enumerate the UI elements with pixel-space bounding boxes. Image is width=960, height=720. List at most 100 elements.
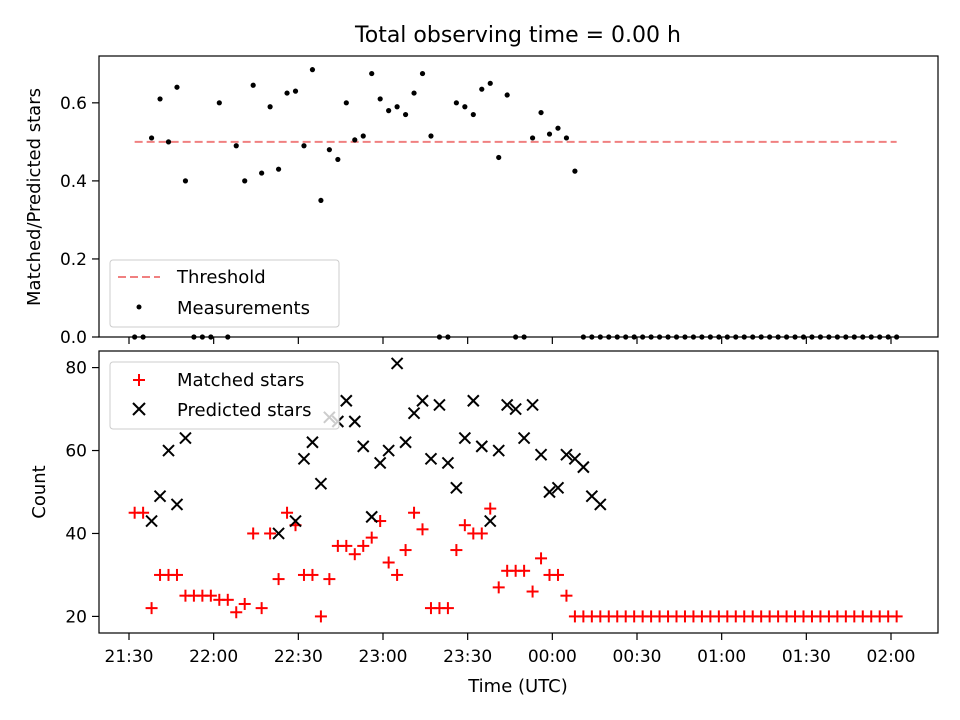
predicted-star-point: [170, 498, 184, 511]
measurement-point: [292, 88, 299, 94]
bottom-y-axis-label: Count: [29, 465, 50, 518]
matched-star-point: [475, 527, 488, 540]
predicted-star-point: [441, 456, 455, 470]
predicted-star-point: [560, 448, 573, 461]
measurement-point: [352, 137, 358, 143]
measurement-point: [394, 104, 400, 110]
bottom-y-tick-label: 60: [65, 442, 87, 462]
measurement-point: [309, 67, 316, 73]
measurement-point: [242, 178, 248, 184]
matched-star-point: [484, 502, 497, 515]
measurement-point: [546, 131, 553, 137]
measurement-point: [428, 133, 434, 139]
predicted-star-point: [179, 431, 192, 445]
figure-title: Total observing time = 0.00 h: [354, 23, 681, 48]
matched-star-point: [518, 564, 531, 577]
matched-star-point: [170, 568, 183, 581]
top-y-tick-label: 0.4: [60, 172, 87, 192]
legend-measurements-label: Measurements: [177, 298, 310, 319]
matched-star-point: [145, 602, 158, 615]
measurement-point: [165, 139, 172, 145]
bottom-x-tick-label: 23:00: [359, 647, 408, 667]
predicted-star-point: [484, 514, 497, 528]
predicted-star-point: [467, 394, 480, 407]
matched-star-point: [306, 568, 319, 581]
bottom-x-tick-label: 00:30: [613, 647, 662, 667]
measurement-point: [157, 96, 163, 102]
measurement-point: [369, 70, 375, 77]
bottom-x-tick-label: 00:00: [528, 647, 577, 667]
bottom-x-tick-label: 23:30: [443, 647, 492, 667]
bottom-x-ticks: 21:30 22:00 22:30 23:00 23:30 00:00 00:30 01:00…: [105, 633, 916, 667]
predicted-star-point: [526, 398, 539, 412]
bottom-y-tick-label: 80: [65, 359, 87, 379]
bottom-panel: 20 40 60 80 21:30 22:00 22:30 23:00 23:30 00:00 0…: [29, 350, 939, 697]
matched-star-point: [535, 552, 548, 565]
measurement-point: [267, 104, 273, 110]
matched-star-point: [526, 585, 539, 598]
bottom-plot-marks: [128, 357, 903, 623]
matched-star-point: [416, 523, 429, 536]
predicted-star-point: [458, 431, 472, 445]
matched-star-point: [399, 544, 412, 557]
matched-star-point: [238, 597, 251, 610]
bottom-x-axis-label: Time (UTC): [467, 676, 568, 697]
matched-star-point: [492, 581, 505, 594]
matched-star-point: [204, 589, 217, 602]
measurement-point: [174, 84, 180, 90]
predicted-star-point: [500, 398, 514, 412]
measurement-point: [402, 111, 409, 118]
predicted-star-point: [314, 477, 328, 490]
matched-star-point: [458, 519, 471, 532]
matched-star-point: [391, 568, 404, 581]
bottom-x-tick-label: 01:00: [697, 647, 746, 667]
legend-matched-swatch: [133, 374, 145, 386]
measurement-point: [148, 135, 155, 141]
predicted-star-point: [365, 510, 378, 524]
top-y-tick-label: 0.6: [60, 94, 87, 114]
measurement-point: [538, 109, 544, 116]
matched-star-point: [281, 506, 294, 519]
measurement-point: [411, 90, 417, 96]
matched-star-point: [551, 568, 564, 581]
matched-star-point: [348, 548, 361, 561]
bottom-legend-box: [109, 361, 340, 430]
measurement-point: [572, 168, 578, 174]
predicted-star-point: [272, 527, 285, 540]
predicted-star-point: [348, 415, 361, 428]
measurement-point: [453, 100, 459, 106]
matched-star-point: [340, 539, 353, 552]
measurement-point: [487, 80, 493, 86]
measurement-point: [479, 86, 485, 92]
matched-star-point: [890, 610, 903, 623]
matched-star-point: [230, 606, 243, 619]
legend-matched-label: Matched stars: [177, 370, 304, 391]
measurement-point: [233, 143, 239, 149]
legend-threshold-label: Threshold: [176, 267, 266, 288]
matched-star-point: [323, 573, 336, 586]
matched-star-point: [255, 602, 268, 615]
measurement-point: [386, 108, 392, 114]
legend-predicted-label: Predicted stars: [177, 400, 311, 421]
top-plot-marks: [132, 67, 900, 340]
matched-star-point: [137, 506, 150, 519]
predicted-star-point: [517, 431, 531, 445]
predicted-star-point: [577, 460, 590, 474]
matched-star-point: [450, 544, 463, 557]
predicted-star-point: [416, 394, 429, 407]
matched-star-point: [221, 593, 234, 606]
bottom-x-tick-label: 01:30: [782, 647, 831, 667]
predicted-star-point: [475, 440, 488, 453]
predicted-star-point: [399, 436, 412, 449]
measurement-point: [275, 166, 282, 172]
measurement-point: [419, 70, 426, 77]
predicted-star-point: [450, 481, 463, 495]
predicted-star-point: [390, 357, 404, 370]
measurement-point: [259, 170, 265, 176]
bottom-x-tick-label: 22:30: [274, 647, 323, 667]
measurement-point: [563, 135, 570, 141]
matched-star-point: [247, 527, 260, 540]
bottom-axes-frame: [98, 350, 939, 634]
top-legend-box: [109, 259, 340, 328]
